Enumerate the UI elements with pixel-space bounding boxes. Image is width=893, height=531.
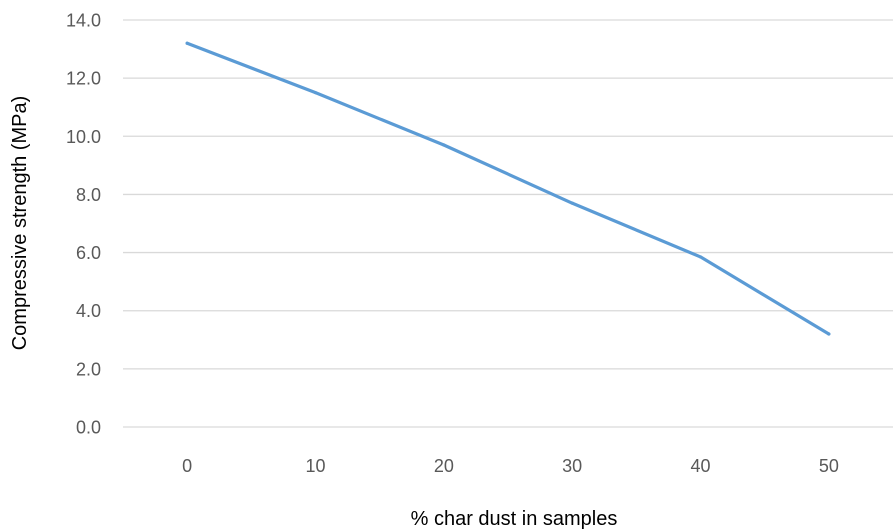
x-tick-label: 30 [562,456,582,476]
series-layer [185,41,831,336]
y-tick-label: 0.0 [76,418,101,438]
series-line [185,41,831,336]
y-tick-label: 2.0 [76,359,101,379]
y-tick-label: 10.0 [66,127,101,147]
y-tick-label: 14.0 [66,11,101,31]
y-axis-title: Compressive strength (MPa) [9,96,31,351]
data-point [570,201,574,205]
x-tick-label: 50 [819,456,839,476]
data-point [442,143,446,147]
data-point [185,41,189,45]
y-axis-ticks: 0.0 2.0 4.0 6.0 8.0 10.0 12.0 14.0 [66,11,101,438]
gridlines [123,19,893,428]
x-tick-label: 0 [182,456,192,476]
x-axis-title: % char dust in samples [411,508,618,530]
y-tick-label: 4.0 [76,301,101,321]
x-tick-label: 20 [434,456,454,476]
x-tick-label: 10 [305,456,325,476]
x-tick-label: 40 [690,456,710,476]
data-point [698,255,703,259]
data-point [313,91,318,95]
y-tick-label: 12.0 [66,69,101,89]
y-tick-label: 6.0 [76,243,101,263]
y-tick-label: 8.0 [76,185,101,205]
data-point [827,332,831,336]
x-axis-ticks: 0 10 20 30 40 50 [182,456,839,476]
